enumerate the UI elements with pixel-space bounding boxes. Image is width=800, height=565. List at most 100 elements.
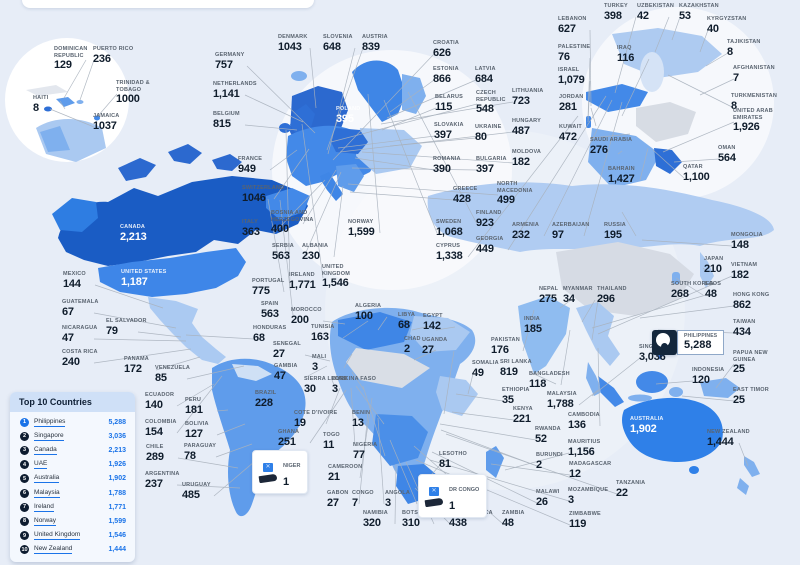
- country-name: AUSTRIA: [362, 34, 388, 40]
- country-name: ANGOLA: [385, 490, 411, 496]
- country-name: SLOVENIA: [323, 34, 353, 40]
- country-value: 815: [213, 117, 231, 130]
- country-label-madagascar: MADAGASCAR 12: [569, 461, 611, 480]
- country-value: 1000: [116, 93, 140, 106]
- country-label-malawi: MALAWI 26: [536, 489, 560, 508]
- country-name: MADAGASCAR: [569, 461, 612, 467]
- country-label-laos: LAOS 48: [705, 281, 721, 300]
- country-value: 2: [404, 342, 410, 355]
- country-label-greece: GREECE 428: [453, 186, 477, 205]
- country-label-myanmar: MYANMAR 34: [563, 286, 593, 305]
- country-name: FRANCE: [238, 156, 263, 162]
- country-label-brazil: BRAZIL 228: [255, 390, 276, 409]
- country-label-afghanistan: AFGHANISTAN 7: [733, 65, 775, 84]
- country-label-angola: ANGOLA 3: [385, 490, 410, 509]
- country-value: 47: [62, 331, 74, 344]
- country-name: KYRGYZSTAN: [707, 16, 747, 22]
- country-label-ghana: GHANA 251: [278, 429, 299, 448]
- rank-badge: 8: [20, 516, 29, 526]
- country-label-venezuela: VENEZUELA 85: [155, 365, 190, 384]
- country-value: 1,788: [547, 397, 574, 410]
- country-label-germany: GERMANY 757: [215, 52, 245, 71]
- country-value: 548: [476, 103, 494, 116]
- country-name: VENEZUELA: [155, 365, 191, 371]
- country-label-pakistan: PAKISTAN 176: [491, 337, 520, 356]
- country-name: INDIA: [524, 316, 540, 322]
- country-label-gambia: GAMBIA 47: [274, 363, 298, 382]
- country-value: 144: [63, 277, 81, 290]
- country-value: 1,156: [568, 445, 595, 458]
- country-name: SAUDI ARABIA: [590, 137, 633, 143]
- country-label-kuwait: KUWAIT 472: [559, 124, 582, 143]
- country-label-bahrain: BAHRAIN 1,427: [608, 166, 635, 185]
- country-value: 80: [475, 130, 487, 143]
- country-name: RWANDA: [535, 426, 561, 432]
- country-name: NORTH MACEDONIA: [497, 181, 533, 194]
- country-label-switzerland: SWITZERLAND 1046: [242, 185, 284, 204]
- country-name: COSTA RICA: [62, 349, 98, 355]
- country-label-cyprus: CYPRUS 1,338: [436, 243, 463, 262]
- country-label-united-states: UNITED STATES 1,187: [121, 269, 166, 288]
- top10-country-name: UAE: [34, 460, 48, 470]
- country-label-tanzania: TANZANIA 22: [616, 480, 645, 499]
- country-value: 1046: [242, 191, 266, 204]
- rank-badge: 4: [20, 460, 29, 470]
- country-label-togo: TOGO 11: [323, 432, 340, 451]
- country-value: 1: [449, 500, 456, 512]
- country-name: TURKEY: [604, 3, 628, 9]
- top10-row-ireland: 7 Ireland 1,771: [10, 500, 135, 514]
- country-name: ARMENIA: [512, 222, 540, 228]
- country-value: 819: [500, 365, 518, 378]
- country-label-bulgaria: BULGARIA 397: [476, 156, 507, 175]
- country-label-costa-rica: COSTA RICA 240: [62, 349, 98, 368]
- country-name: NIGER: [283, 463, 301, 469]
- country-value: 148: [731, 238, 749, 251]
- country-label-rwanda: RWANDA 52: [535, 426, 561, 445]
- country-label-new-zealand: NEW ZEALAND 1,444: [707, 429, 750, 448]
- country-value: 30: [304, 382, 316, 395]
- country-name: BURKINA FASO: [332, 376, 377, 382]
- globe-person-icon: [652, 330, 677, 355]
- country-label-east-timor: EAST TIMOR 25: [733, 387, 769, 406]
- country-label-puerto-rico: PUERTO RICO 236: [93, 46, 133, 65]
- country-name: MALAWI: [536, 489, 560, 495]
- country-value: 136: [568, 418, 586, 431]
- country-value: 276: [590, 143, 608, 156]
- country-name: LATVIA: [475, 66, 496, 72]
- highest-value-box-philippines: PHILIPPINES 5,288: [652, 330, 725, 355]
- country-label-poland: POLAND 395: [336, 106, 360, 125]
- country-label-ethiopia: ETHIOPIA 35: [502, 387, 530, 406]
- country-label-moldova: MOLDOVA 182: [512, 149, 541, 168]
- country-value: 363: [242, 225, 260, 238]
- country-name: ETHIOPIA: [502, 387, 530, 393]
- country-name: JAPAN: [704, 256, 724, 262]
- country-value: 13: [352, 416, 364, 429]
- country-label-colombia: COLOMBIA 154: [145, 419, 177, 438]
- country-label-sri-lanka: SRI LANKA 819: [500, 359, 532, 378]
- country-name: ISRAEL: [558, 67, 580, 73]
- country-value: 923: [476, 216, 494, 229]
- country-name: GERMANY: [215, 52, 245, 58]
- country-value: 35: [502, 393, 514, 406]
- country-value: 1,444: [707, 435, 734, 448]
- country-label-ukraine: UKRAINE 80: [475, 124, 501, 143]
- country-label-guatemala: GUATEMALA 67: [62, 299, 99, 318]
- country-value: 1043: [278, 40, 302, 53]
- country-label-senegal: SENEGAL 27: [273, 341, 301, 360]
- country-name: JAMAICA: [93, 113, 120, 119]
- country-name: CONGO: [352, 490, 374, 496]
- country-name: RUSSIA: [604, 222, 626, 228]
- country-label-hungary: HUNGARY 487: [512, 118, 541, 137]
- country-name: UNITED ARAB EMIRATES: [733, 108, 773, 121]
- country-label-ireland: IRELAND 1,771: [289, 272, 316, 291]
- country-name: EL SALVADOR: [106, 318, 147, 324]
- country-value: 49: [472, 366, 484, 379]
- country-label-finland: FINLAND 923: [476, 210, 502, 229]
- country-label-egypt: EGYPT 142: [423, 313, 443, 332]
- country-value: 862: [733, 298, 751, 311]
- country-label-ecuador: ECUADOR 140: [145, 392, 174, 411]
- top10-row-uae: 4 UAE 1,926: [10, 458, 135, 472]
- country-value: 68: [398, 318, 410, 331]
- country-name: TOGO: [323, 432, 340, 438]
